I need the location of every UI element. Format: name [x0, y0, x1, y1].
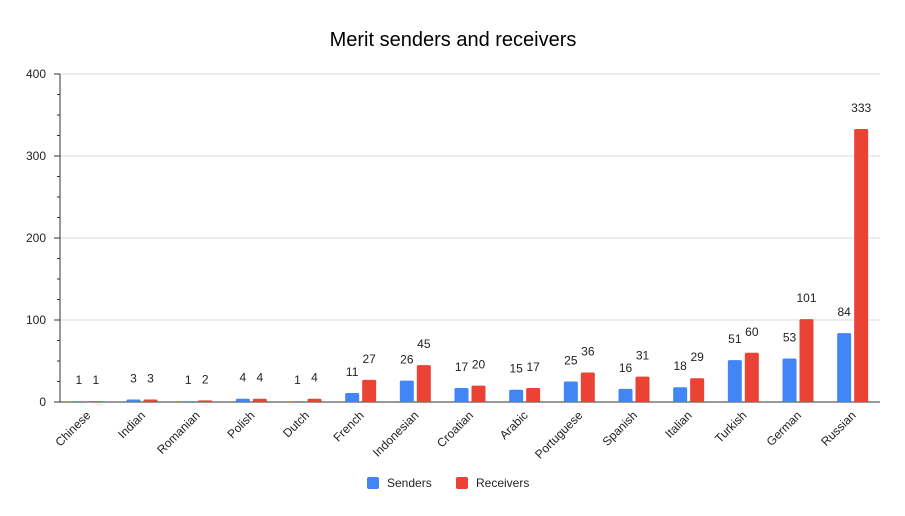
receivers-data-label: 1 [92, 373, 99, 387]
y-tick-label: 100 [26, 313, 46, 327]
x-tick-label: Spanish [600, 408, 641, 449]
senders-bar [618, 388, 633, 402]
x-tick-label: German [764, 408, 805, 449]
y-tick-labels: 0 100 200 300 400 [26, 67, 46, 409]
receivers-data-label: 27 [362, 352, 376, 366]
senders-data-label: 18 [673, 359, 687, 373]
senders-bar [673, 387, 688, 402]
receivers-bar [799, 319, 814, 402]
receivers-data-label: 20 [472, 358, 486, 372]
senders-legend-label: Senders [387, 476, 432, 490]
x-tick-label: Italian [662, 408, 695, 441]
receivers-bar [198, 400, 213, 402]
senders-bar [126, 399, 141, 402]
receivers-data-label: 45 [417, 337, 431, 351]
receivers-bar [471, 385, 486, 402]
receivers-data-label: 101 [796, 291, 816, 305]
x-tick-label: Polish [224, 408, 257, 441]
receivers-data-label: 2 [202, 372, 209, 386]
x-tick-label: Turkish [712, 408, 749, 445]
receivers-data-label: 3 [147, 372, 154, 386]
x-tick-label: French [330, 408, 366, 444]
senders-bar [399, 380, 414, 402]
y-tick-label: 0 [39, 395, 46, 409]
senders-data-label: 3 [130, 372, 137, 386]
receivers-bar [307, 398, 322, 402]
receivers-bar [526, 388, 541, 402]
senders-data-label: 11 [346, 365, 359, 379]
receivers-data-label: 17 [526, 360, 540, 374]
receivers-bar [744, 352, 759, 402]
senders-bar [837, 333, 852, 402]
senders-bar [290, 401, 305, 402]
chart-title: Merit senders and receivers [330, 29, 577, 51]
senders-bar [563, 381, 578, 402]
receivers-data-label: 31 [636, 349, 650, 363]
x-tick-label: Portuguese [532, 408, 586, 462]
x-tick-label: Russian [818, 408, 859, 449]
bars [71, 128, 869, 402]
receivers-data-label: 36 [581, 344, 595, 358]
senders-data-label: 1 [75, 373, 82, 387]
senders-bar [71, 401, 86, 402]
y-tick-label: 200 [26, 231, 46, 245]
senders-data-label: 84 [837, 305, 851, 319]
receivers-bar [416, 365, 431, 402]
senders-data-label: 15 [509, 362, 523, 376]
senders-bar [235, 398, 250, 402]
senders-bar [345, 392, 360, 402]
y-tick-label: 300 [26, 149, 46, 163]
x-tick-label: Arabic [497, 408, 531, 442]
x-tick-label: Romanian [154, 408, 203, 457]
senders-bar [454, 388, 469, 402]
senders-data-label: 53 [783, 331, 797, 345]
receivers-data-label: 4 [311, 371, 318, 385]
y-tick-label: 400 [26, 67, 46, 81]
receivers-legend-label: Receivers [476, 476, 529, 490]
senders-legend-swatch [367, 477, 379, 489]
x-tick-labels: Chinese Indian Romanian Polish Dutch French In… [52, 408, 858, 462]
receivers-bar [854, 128, 869, 402]
senders-data-label: 16 [619, 361, 633, 375]
receivers-data-label: 333 [851, 101, 871, 115]
senders-data-label: 26 [400, 353, 414, 367]
axes [54, 73, 880, 403]
receivers-legend-swatch [456, 477, 468, 489]
senders-data-label: 51 [728, 332, 742, 346]
legend: Senders Receivers [367, 476, 529, 490]
receivers-bar [580, 372, 595, 402]
x-tick-label: Dutch [280, 408, 312, 440]
x-tick-label: Croatian [434, 408, 476, 450]
receivers-bar [252, 398, 267, 402]
gridlines [60, 73, 880, 321]
senders-bar [509, 389, 524, 402]
receivers-bar [635, 376, 650, 402]
senders-data-label: 1 [294, 373, 301, 387]
receivers-bar [143, 399, 158, 402]
senders-data-label: 4 [239, 371, 246, 385]
receivers-bar [690, 378, 705, 402]
senders-data-label: 17 [455, 360, 469, 374]
x-tick-label: Chinese [52, 408, 93, 449]
receivers-bar [88, 401, 103, 402]
senders-data-label: 25 [564, 354, 578, 368]
receivers-data-label: 4 [256, 371, 263, 385]
senders-data-label: 1 [185, 373, 192, 387]
x-tick-label: Indonesian [370, 408, 421, 459]
senders-bar [181, 401, 196, 402]
receivers-bar [362, 379, 377, 402]
receivers-data-label: 60 [745, 325, 759, 339]
receivers-data-label: 29 [690, 350, 704, 364]
x-tick-label: Indian [115, 408, 148, 441]
senders-bar [727, 360, 742, 402]
senders-bar [782, 358, 797, 402]
